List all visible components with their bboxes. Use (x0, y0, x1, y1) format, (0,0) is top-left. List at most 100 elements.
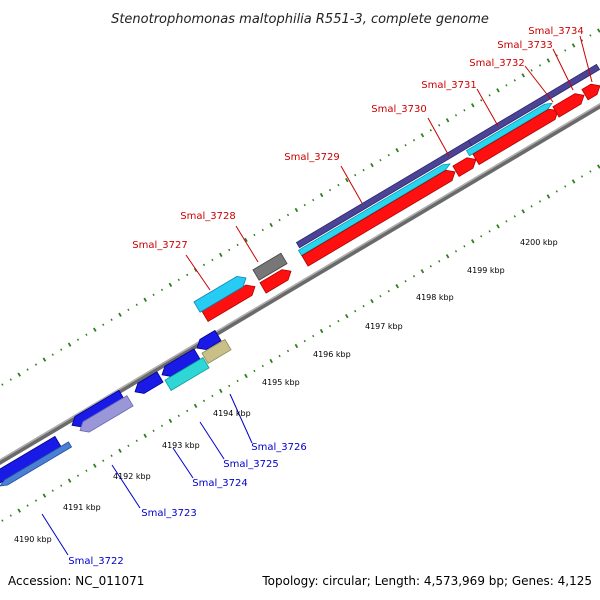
gene-label-smal-3734[interactable]: Smal_3734 (528, 26, 583, 37)
gene-label-smal-3731[interactable]: Smal_3731 (421, 80, 476, 91)
tick-mark (445, 254, 450, 259)
gene-smal-3728[interactable] (259, 266, 294, 294)
tick-mark (219, 388, 223, 394)
gene-label-smal-3729[interactable]: Smal_3729 (284, 152, 339, 163)
tick-mark (345, 313, 349, 319)
gene-label-smal-3723[interactable]: Smal_3723 (141, 508, 196, 519)
gene-label-smal-3732[interactable]: Smal_3732 (469, 58, 524, 69)
tick-mark (102, 323, 105, 326)
tick-mark (589, 34, 592, 37)
tick-mark (228, 384, 231, 388)
feature-gray-3728[interactable] (252, 252, 288, 281)
tick-mark (463, 245, 466, 248)
tick-mark (152, 293, 155, 297)
tick-mark (294, 343, 299, 349)
gene-label-smal-3730[interactable]: Smal_3730 (371, 104, 426, 115)
gene-label-smal-3726[interactable]: Smal_3726 (251, 442, 306, 453)
tick-mark (412, 275, 416, 278)
kbp-label-4194: 4194 kbp (213, 409, 251, 418)
tick-mark (110, 454, 113, 457)
gene-smal-3725[interactable] (164, 356, 210, 391)
tick-mark (236, 379, 239, 383)
tick-mark (505, 84, 508, 87)
tick-mark (571, 179, 576, 184)
tick-mark (42, 493, 47, 498)
tick-mark (34, 363, 38, 366)
tick-mark (269, 222, 273, 228)
scale-ticks (1, 28, 600, 522)
tick-mark (480, 235, 483, 238)
tick-mark (496, 224, 500, 229)
tick-mark (362, 304, 365, 308)
tick-mark (420, 133, 425, 138)
tick-mark (445, 118, 450, 123)
gene-callouts: Smal_3727 Smal_3728 Smal_3729 Smal_3730 … (41, 26, 593, 567)
kbp-label-4197: 4197 kbp (365, 322, 403, 331)
gene-smal-3724[interactable] (132, 371, 164, 397)
tick-mark (127, 308, 130, 311)
feature-blue-3722-inner[interactable] (0, 441, 73, 489)
tick-mark (429, 129, 432, 132)
tick-mark (168, 282, 173, 287)
feature-cyan-3729[interactable] (297, 161, 451, 257)
gene-features (0, 63, 600, 489)
tick-mark (319, 328, 324, 334)
tick-mark (42, 357, 47, 362)
kbp-label-4190: 4190 kbp (14, 535, 52, 544)
feature-cyan-3727[interactable] (193, 273, 249, 313)
kbp-label-4199: 4199 kbp (467, 266, 505, 275)
tick-mark (597, 28, 600, 33)
tick-mark (244, 237, 248, 243)
gene-label-smal-3724[interactable]: Smal_3724 (192, 478, 247, 489)
tick-mark (67, 342, 72, 347)
tick-mark (546, 58, 551, 63)
feature-cyan-3731[interactable] (465, 101, 553, 157)
tick-mark (513, 215, 516, 218)
tick-mark (186, 273, 189, 277)
tick-mark (211, 258, 214, 262)
tick-mark (9, 514, 12, 517)
tick-mark (51, 489, 54, 492)
gene-smal-3731[interactable] (472, 106, 561, 166)
gene-smal-3730[interactable] (452, 154, 479, 177)
kbp-label-4192: 4192 kbp (113, 472, 151, 481)
tick-mark (278, 354, 281, 358)
feature-blue-3725b[interactable] (194, 329, 222, 353)
tick-mark (60, 484, 63, 487)
tick-mark (9, 378, 12, 381)
accession-text: Accession: NC_011071 (8, 574, 144, 588)
tick-mark (488, 230, 491, 233)
tick-mark (236, 243, 239, 247)
tick-mark (505, 220, 508, 223)
tick-mark (85, 469, 88, 472)
tick-mark (303, 339, 306, 343)
tick-mark (488, 94, 491, 97)
kbp-label-4196: 4196 kbp (313, 350, 351, 359)
tick-mark (538, 200, 542, 203)
tick-mark (530, 69, 533, 72)
tick-mark (597, 164, 600, 169)
tick-mark (135, 439, 138, 442)
gene-label-smal-3725[interactable]: Smal_3725 (223, 459, 278, 470)
gene-label-smal-3728[interactable]: Smal_3728 (180, 211, 235, 222)
gene-label-smal-3722[interactable]: Smal_3722 (68, 556, 123, 567)
gene-smal-3732[interactable] (552, 90, 587, 118)
gene-smal-3733[interactable] (581, 81, 600, 101)
gene-label-smal-3727[interactable]: Smal_3727 (132, 240, 187, 251)
tick-mark (513, 79, 516, 82)
gene-label-smal-3733[interactable]: Smal_3733 (497, 40, 552, 51)
tick-mark (177, 278, 180, 282)
tick-mark (244, 373, 248, 379)
tick-mark (438, 124, 441, 127)
feature-lavender-3723[interactable] (77, 395, 134, 436)
tick-mark (337, 319, 340, 323)
tick-mark (303, 203, 306, 207)
tick-mark (580, 39, 584, 42)
tick-mark (135, 303, 138, 306)
gene-smal-3726[interactable] (201, 338, 232, 364)
tick-mark (379, 294, 382, 298)
gene-smal-3729[interactable] (301, 167, 458, 267)
tick-mark (1, 519, 4, 522)
